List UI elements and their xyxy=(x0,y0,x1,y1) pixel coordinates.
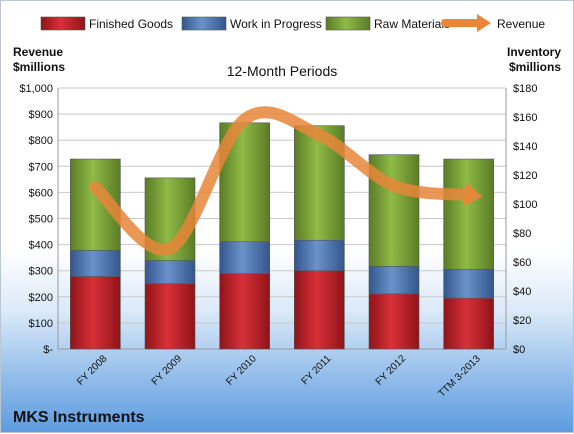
left-tick-label: $- xyxy=(43,344,53,356)
revenue-line xyxy=(89,106,475,256)
legend-swatch-raw-materials xyxy=(325,16,371,31)
right-tick-label: $140 xyxy=(513,141,537,153)
right-tick-label: $60 xyxy=(513,257,531,269)
bar-work-in-progress-fy-2012 xyxy=(368,266,420,295)
bar-finished-goods-fy-2010 xyxy=(219,273,270,350)
bar-finished-goods-fy-2012 xyxy=(368,293,420,350)
left-tick-label: $200 xyxy=(29,292,53,304)
revenue-point-fy-2008 xyxy=(94,186,96,188)
legend-label-raw-materials: Raw Materials xyxy=(374,17,450,31)
bar-finished-goods-fy-2009 xyxy=(144,283,196,350)
right-tick-label: $120 xyxy=(513,170,537,182)
bar-finished-goods-fy-2008 xyxy=(70,276,121,350)
bar-work-in-progress-ttm-3-2013 xyxy=(443,268,494,299)
left-tick-label: $800 xyxy=(29,135,53,147)
legend-arrow-icon xyxy=(477,14,491,32)
legend: Finished Goods Work in Progress Raw Materi… xyxy=(40,14,545,32)
left-tick-label: $900 xyxy=(29,109,53,121)
bar-work-in-progress-fy-2010 xyxy=(219,241,270,274)
left-tick-label: $1,000 xyxy=(19,83,53,95)
x-tick-label: TTM 3-2013 xyxy=(436,353,483,400)
bar-raw-materials-ttm-3-2013 xyxy=(443,158,494,270)
chart-title: 12-Month Periods xyxy=(227,63,338,79)
revenue-point-fy-2009 xyxy=(169,248,171,250)
left-axis-title: Revenue xyxy=(13,45,63,59)
bar-finished-goods-ttm-3-2013 xyxy=(443,297,494,350)
legend-swatch-work-in-progress xyxy=(181,16,227,31)
revenue-point-fy-2011 xyxy=(318,134,320,136)
left-tick-label: $100 xyxy=(29,318,53,330)
legend-label-revenue: Revenue xyxy=(497,17,545,31)
x-tick-label: FY 2009 xyxy=(150,353,185,388)
bar-work-in-progress-fy-2009 xyxy=(144,260,196,285)
right-tick-label: $20 xyxy=(513,315,531,327)
x-tick-label: FY 2011 xyxy=(300,353,334,387)
left-tick-label: $300 xyxy=(29,266,53,278)
bar-work-in-progress-fy-2008 xyxy=(70,250,121,277)
revenue-point-fy-2010 xyxy=(244,118,246,120)
right-axis-title: $millions xyxy=(509,60,561,74)
right-tick-label: $180 xyxy=(513,83,537,95)
right-tick-label: $100 xyxy=(513,199,537,211)
x-tick-label: FY 2008 xyxy=(75,353,110,388)
legend-label-work-in-progress: Work in Progress xyxy=(230,17,322,31)
legend-label-finished-goods: Finished Goods xyxy=(89,17,173,31)
right-tick-label: $160 xyxy=(513,112,537,124)
right-tick-label: $40 xyxy=(513,286,531,298)
x-tick-label: FY 2010 xyxy=(224,353,259,388)
left-tick-label: $600 xyxy=(29,187,53,199)
gridlines xyxy=(57,87,507,350)
revenue-point-ttm-3-2013 xyxy=(468,194,470,196)
left-tick-label: $700 xyxy=(29,161,53,173)
legend-swatch-finished-goods xyxy=(40,16,86,31)
company-name: MKS Instruments xyxy=(13,409,145,426)
left-tick-label: $400 xyxy=(29,240,53,252)
revenue-line-layer xyxy=(89,106,483,256)
revenue-point-fy-2012 xyxy=(393,185,395,187)
right-axis-title: Inventory xyxy=(507,45,561,59)
left-tick-label: $500 xyxy=(29,214,53,226)
bar-finished-goods-fy-2011 xyxy=(294,270,345,350)
left-axis-title: $millions xyxy=(13,60,65,74)
bar-work-in-progress-fy-2011 xyxy=(294,239,345,272)
x-tick-label: FY 2012 xyxy=(374,353,409,388)
revenue-line-arrowhead xyxy=(463,182,483,207)
right-tick-label: $0 xyxy=(513,344,525,356)
footer: MKS Instruments xyxy=(13,409,145,426)
right-tick-label: $80 xyxy=(513,228,531,240)
